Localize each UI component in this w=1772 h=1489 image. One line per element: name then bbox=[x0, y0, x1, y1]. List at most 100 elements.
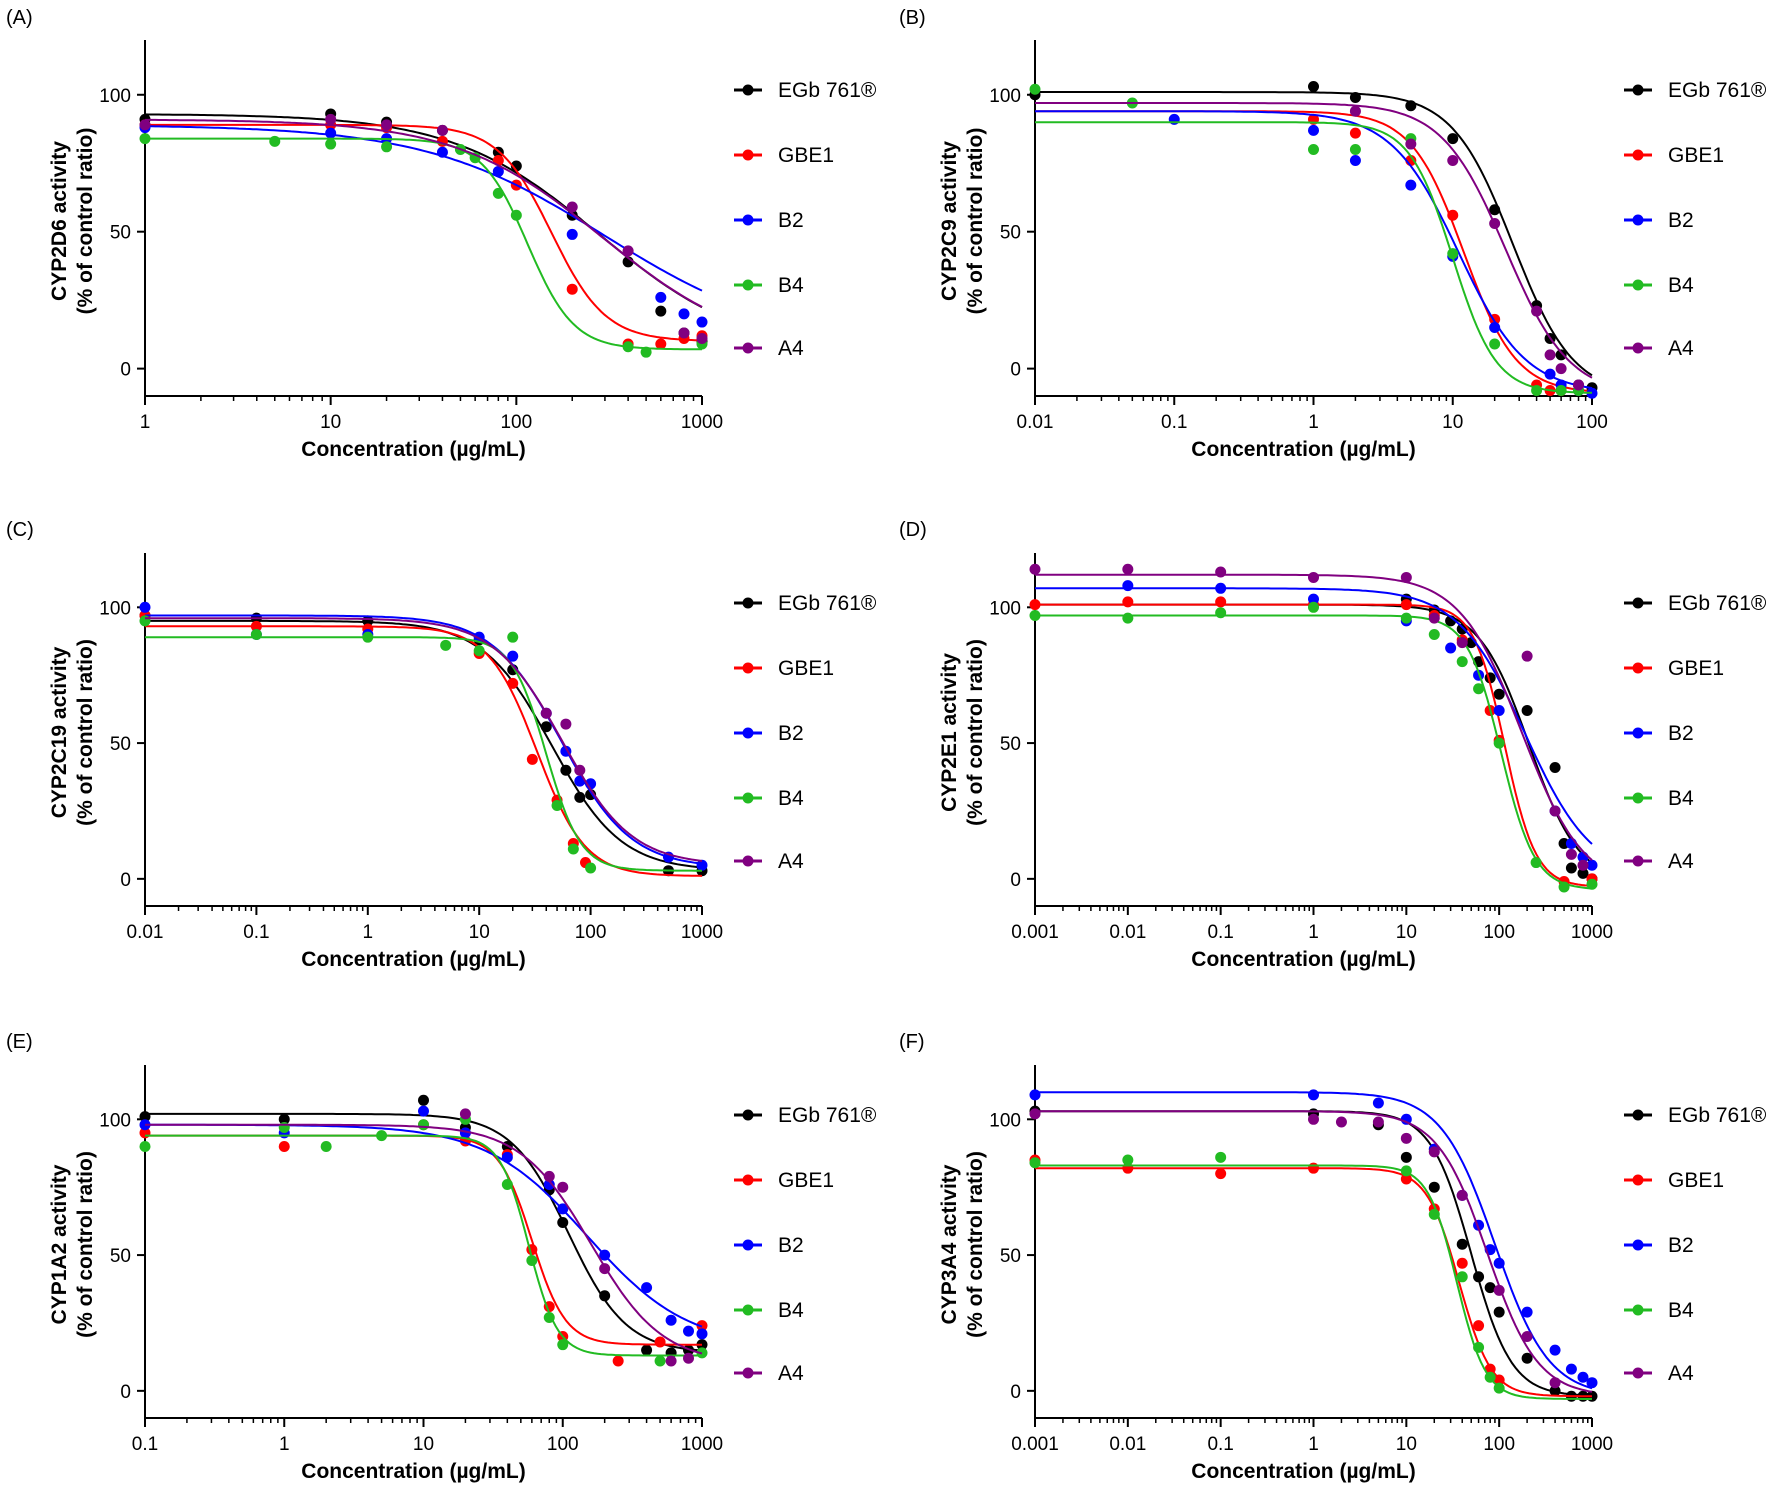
data-point bbox=[1445, 642, 1457, 654]
legend-label: GBE1 bbox=[1668, 1169, 1724, 1192]
data-point bbox=[1565, 848, 1577, 860]
legend-swatch-marker bbox=[1632, 1109, 1644, 1121]
fit-curve-a4 bbox=[145, 118, 703, 308]
y-tick-label: 50 bbox=[110, 734, 131, 755]
x-tick-label: 0.01 bbox=[127, 922, 164, 943]
data-point bbox=[440, 639, 452, 651]
data-point bbox=[540, 721, 552, 733]
x-tick-label: 1000 bbox=[681, 922, 723, 943]
data-point bbox=[1349, 105, 1361, 117]
x-tick-label: 0.01 bbox=[1109, 1434, 1146, 1455]
data-point bbox=[1349, 92, 1361, 104]
fit-curve-b2 bbox=[1035, 1091, 1593, 1390]
data-point bbox=[665, 1314, 677, 1326]
data-point bbox=[418, 1094, 429, 1106]
legend-swatch-marker bbox=[1632, 214, 1644, 226]
data-point bbox=[1400, 612, 1412, 624]
data-point bbox=[622, 341, 634, 353]
y-tick-label: 100 bbox=[989, 1110, 1021, 1131]
data-point bbox=[641, 1282, 653, 1294]
data-point bbox=[1308, 1162, 1319, 1174]
legend-label: B2 bbox=[1668, 209, 1694, 232]
y-tick-label: 0 bbox=[120, 360, 131, 381]
panel-letter: (C) bbox=[6, 519, 34, 541]
data-point bbox=[1122, 563, 1134, 575]
x-tick-label: 10 bbox=[1442, 412, 1463, 433]
data-point bbox=[557, 1181, 569, 1193]
legend-label: GBE1 bbox=[778, 1169, 834, 1192]
chart-panel-5: (E) 0 50 100 0.1 1 10 100 1000 Concentration (µg/… bbox=[6, 1031, 877, 1483]
y-tick-label: 100 bbox=[989, 86, 1021, 107]
data-point bbox=[1308, 1113, 1319, 1125]
data-point bbox=[1577, 867, 1589, 879]
data-point bbox=[1400, 599, 1412, 611]
data-point bbox=[1349, 127, 1361, 139]
legend-label: EGb 761® bbox=[778, 592, 877, 615]
legend-label: EGb 761® bbox=[1668, 79, 1767, 102]
data-point bbox=[1493, 737, 1505, 749]
data-point bbox=[250, 620, 262, 632]
data-point bbox=[1029, 1108, 1041, 1120]
x-axis-title: Concentration (µg/mL) bbox=[301, 438, 525, 461]
data-point bbox=[139, 1140, 151, 1152]
x-axis-title: Concentration (µg/mL) bbox=[301, 948, 525, 971]
x-tick-label: 0.1 bbox=[243, 922, 269, 943]
legend-swatch-marker bbox=[1632, 279, 1644, 291]
data-point bbox=[1577, 1371, 1589, 1383]
y-axis-title-line1: CYP3A4 activity bbox=[938, 1164, 961, 1324]
legend-label: GBE1 bbox=[1668, 657, 1724, 680]
data-point bbox=[1473, 1320, 1485, 1332]
legend-label: GBE1 bbox=[778, 144, 834, 167]
y-tick-label: 50 bbox=[1000, 1246, 1021, 1267]
data-point bbox=[654, 1336, 666, 1348]
data-point bbox=[543, 1170, 555, 1182]
x-tick-label: 100 bbox=[1576, 412, 1608, 433]
fit-curve-b2 bbox=[145, 1123, 703, 1328]
legend-label: A4 bbox=[1668, 1362, 1694, 1385]
data-point bbox=[574, 764, 586, 776]
legend-label: B4 bbox=[1668, 787, 1694, 810]
data-point bbox=[1308, 81, 1319, 93]
panel-letter: (B) bbox=[899, 7, 926, 29]
legend-swatch-marker bbox=[1632, 342, 1644, 354]
data-point bbox=[678, 308, 690, 320]
data-point bbox=[566, 228, 578, 240]
data-point bbox=[1215, 1168, 1227, 1180]
data-point bbox=[655, 305, 667, 317]
data-point bbox=[1489, 217, 1501, 229]
data-point bbox=[1549, 1377, 1561, 1389]
data-point bbox=[1493, 1257, 1505, 1269]
x-tick-label: 100 bbox=[547, 1434, 579, 1455]
x-tick-label: 1 bbox=[363, 922, 374, 943]
data-point bbox=[507, 677, 519, 689]
data-point bbox=[1456, 656, 1468, 668]
data-point bbox=[1484, 1363, 1496, 1375]
legend-swatch-marker bbox=[742, 597, 754, 609]
legend-swatch-marker bbox=[742, 149, 754, 161]
data-point bbox=[1405, 100, 1417, 112]
fit-curve-gbe1 bbox=[1035, 603, 1593, 887]
data-point bbox=[1493, 688, 1505, 700]
data-point bbox=[683, 1325, 695, 1337]
legend-label: EGb 761® bbox=[1668, 1104, 1767, 1127]
chart-panel-4: (D) 0 50 100 0.001 0.01 0.1 1 10 100 1000 Concentra… bbox=[899, 519, 1767, 971]
fit-curve-a4 bbox=[1035, 1110, 1593, 1393]
data-point bbox=[139, 601, 151, 613]
x-tick-label: 100 bbox=[575, 922, 607, 943]
data-point bbox=[436, 146, 448, 158]
data-point bbox=[1521, 1331, 1533, 1343]
data-point bbox=[655, 291, 667, 303]
y-tick-label: 100 bbox=[99, 1110, 131, 1131]
data-point bbox=[1029, 1089, 1041, 1101]
fit-curve-b2 bbox=[1035, 587, 1593, 845]
x-tick-label: 1000 bbox=[1571, 1434, 1613, 1455]
legend-label: B4 bbox=[1668, 274, 1694, 297]
data-point bbox=[560, 718, 572, 730]
data-point bbox=[696, 859, 708, 871]
data-point bbox=[1168, 113, 1180, 125]
data-point bbox=[1573, 379, 1585, 391]
y-tick-label: 0 bbox=[1010, 870, 1021, 891]
legend-label: B2 bbox=[778, 1234, 804, 1257]
data-point bbox=[1473, 1341, 1485, 1353]
data-point bbox=[665, 1355, 677, 1367]
